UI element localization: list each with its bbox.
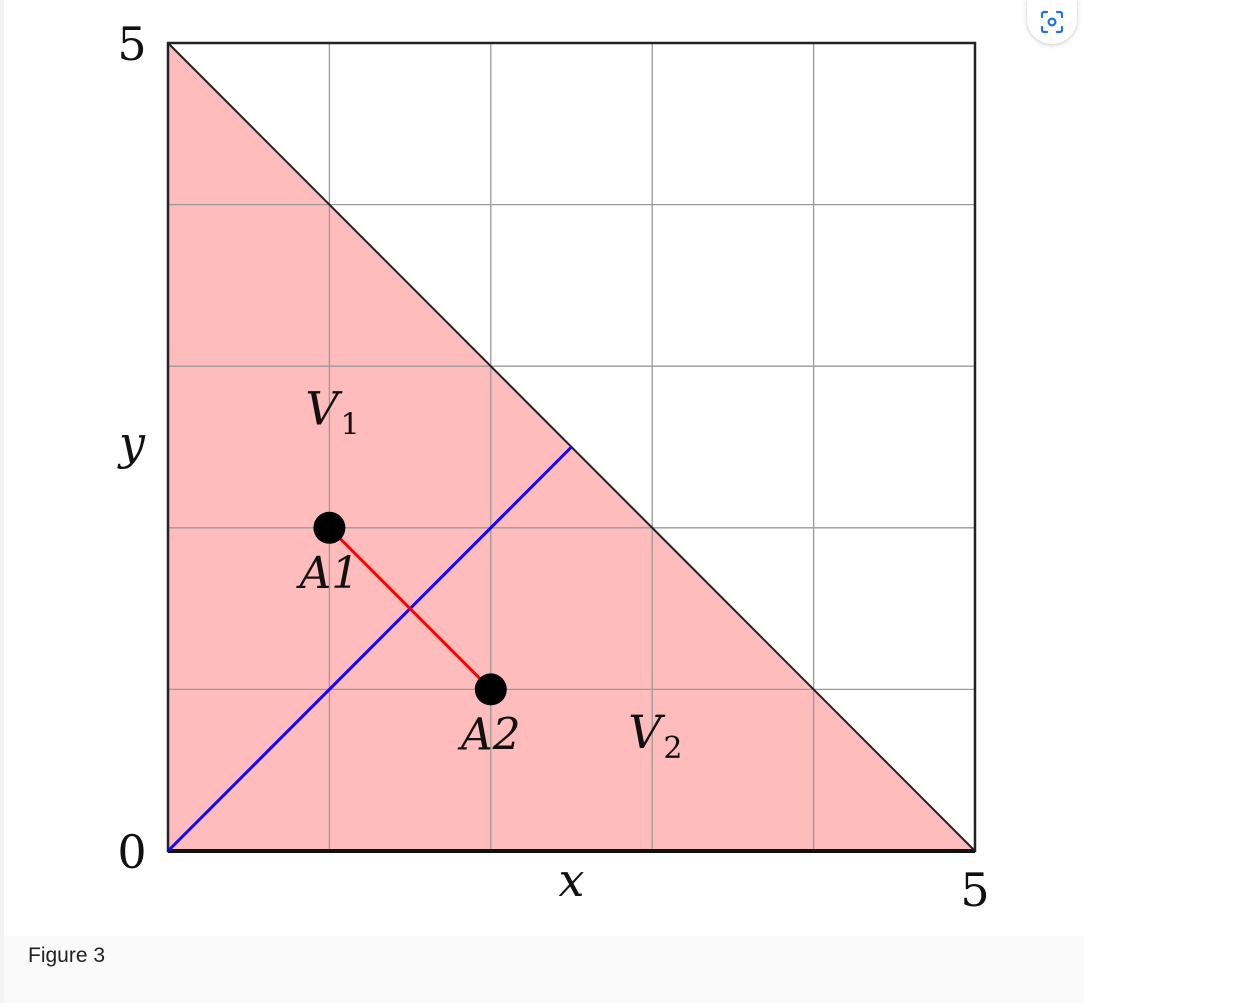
diagram-lines [166,42,976,853]
x-axis-label: x [559,853,585,907]
diagram-canvas: A1 A2 V1 V2 x y 5 0 5 [117,17,990,917]
y-tick-label: 0 [117,825,146,879]
point-label-a1: A1 [296,548,360,599]
grid-lines [168,43,975,851]
caption-band [4,936,1084,1003]
x-tick-label: 5 [960,863,989,917]
diagram-labels: A1 A2 V1 V2 x y 5 0 5 [117,17,990,917]
lens-search-button[interactable] [1027,0,1077,44]
segment-line [328,526,492,691]
diagram-points [313,511,507,706]
y-axis-label: y [117,416,146,470]
lens-scan-icon [1040,10,1064,34]
region-label-v1: V1 [305,382,359,443]
point-a1 [313,511,346,544]
page-left-edge [0,0,4,1003]
y-tick-label: 5 [117,17,146,71]
region-label-v2: V2 [628,705,682,766]
figure-caption: Figure 3 [28,944,106,967]
bisector-line [166,445,573,853]
point-a2 [474,673,507,706]
point-label-a2: A2 [457,709,521,760]
